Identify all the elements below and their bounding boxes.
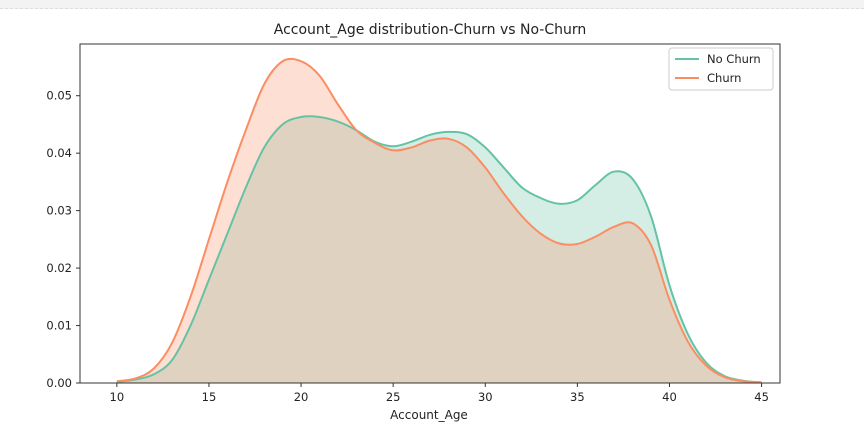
x-tick-label: 35: [570, 390, 585, 404]
y-tick-label: 0.00: [46, 376, 72, 390]
x-tick-label: 30: [478, 390, 493, 404]
y-tick-label: 0.02: [46, 261, 72, 275]
x-axis-ticks: 10 15 20 25 30 35 40 45: [110, 383, 769, 404]
series-line-no-churn: [116, 115, 762, 384]
legend-label-churn: Churn: [707, 71, 741, 85]
plot-frame: [79, 43, 781, 384]
series-fill-no-churn: [116, 116, 762, 383]
series-fills: [116, 58, 762, 383]
legend-label-no-churn: No Churn: [707, 52, 761, 66]
y-tick-label: 0.05: [46, 89, 72, 103]
chart-title: Account_Age distribution-Churn vs No-Chu…: [274, 22, 587, 38]
notebook-top-border: [0, 0, 864, 9]
x-tick-label: 15: [202, 390, 217, 404]
y-tick-label: 0.03: [46, 204, 72, 218]
y-axis-ticks: 0.00 0.01 0.02 0.03 0.04 0.05: [46, 89, 80, 390]
x-tick-label: 10: [110, 390, 125, 404]
series-fill-churn: [116, 58, 762, 383]
x-tick-label: 40: [662, 390, 677, 404]
x-tick-label: 20: [294, 390, 309, 404]
x-axis-label: Account_Age: [390, 408, 468, 422]
series-line-churn: [116, 57, 762, 384]
x-tick-label: 25: [386, 390, 401, 404]
series-lines: [116, 57, 762, 384]
y-tick-label: 0.04: [46, 146, 72, 160]
x-tick-label: 45: [754, 390, 769, 404]
legend: No Churn Churn: [668, 47, 774, 91]
y-tick-label: 0.01: [46, 319, 72, 333]
